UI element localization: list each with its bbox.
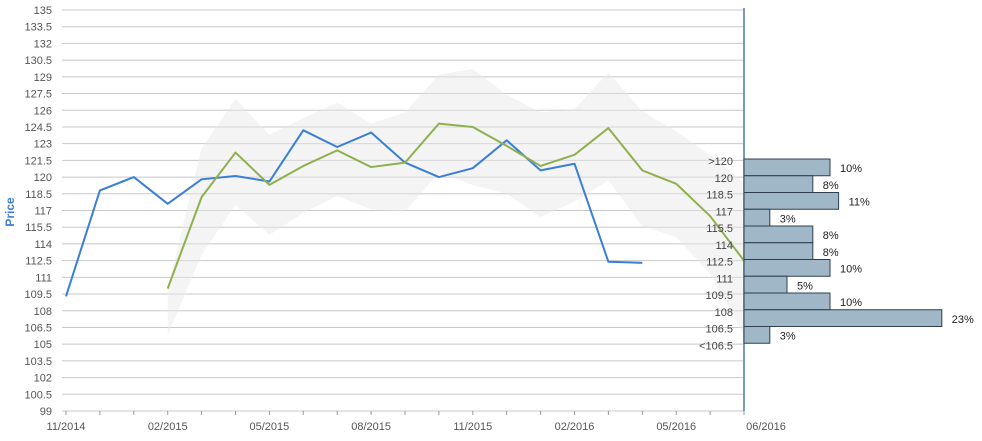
y-tick-label: 120: [34, 172, 52, 184]
distribution-category-label: 112.5: [706, 257, 733, 269]
distribution-value-label: 10%: [840, 163, 862, 175]
distribution-value-label: 8%: [823, 180, 839, 192]
y-tick-label: 117: [34, 206, 52, 218]
distribution-bar: [743, 158, 831, 177]
x-tick-label: 11/2015: [453, 421, 492, 433]
x-tick-label: 05/2015: [250, 421, 290, 433]
y-tick-label: 130.5: [24, 55, 52, 67]
y-tick-label: 132: [34, 38, 52, 50]
y-tick-label: 99: [40, 406, 52, 418]
distribution-category-label: 115.5: [706, 223, 733, 235]
x-tick-label: 02/2016: [555, 421, 595, 433]
y-tick-label: 129: [34, 72, 52, 84]
distribution-value-label: 8%: [823, 247, 839, 259]
distribution-value-label: 3%: [780, 213, 796, 225]
y-tick-label: 103.5: [24, 356, 52, 368]
forecast-band: [167, 69, 744, 336]
distribution-bar: [743, 292, 831, 311]
distribution-category-label: 114: [715, 240, 733, 252]
y-tick-label: 123: [34, 139, 52, 151]
distribution-category-label: 120: [715, 173, 733, 185]
y-tick-label: 106.5: [24, 322, 52, 334]
series-line-blue: [65, 129, 643, 297]
x-tick-label: 08/2015: [351, 421, 391, 433]
y-tick-label: 112.5: [25, 256, 52, 268]
x-tick-label: 05/2016: [656, 421, 696, 433]
distribution-category-label: 106.5: [705, 324, 733, 336]
forecast-band-area: [167, 69, 744, 336]
series-line-green: [166, 122, 745, 289]
price-lines: [65, 122, 745, 297]
distribution-category-label: 117: [715, 206, 733, 218]
axes: 135 133.5 132 130.5 129 127.5 126 124.5 123 121.5…: [24, 5, 785, 433]
distribution-value-label: 23%: [952, 314, 974, 326]
y-tick-label: 105: [34, 339, 52, 351]
distribution-category-label: <106.5: [699, 340, 733, 352]
gridlines: [62, 9, 744, 412]
y-tick-label: 127.5: [24, 89, 52, 101]
x-tick-label: 02/2015: [148, 421, 188, 433]
distribution-bar: [743, 225, 814, 244]
distribution-bar: [743, 326, 771, 344]
distribution-value-label: 11%: [849, 197, 870, 209]
y-tick-label: 109.5: [24, 289, 52, 301]
y-tick-label: 133.5: [24, 22, 52, 34]
x-tick-label: 06/2016: [746, 421, 786, 433]
y-tick-label: 111: [35, 272, 52, 284]
distribution-category-label: 111: [716, 273, 733, 285]
y-axis-title: Price: [3, 197, 17, 227]
distribution-bar: [743, 309, 943, 327]
y-tick-label: 108: [34, 306, 52, 318]
distribution-value-label: 5%: [797, 280, 813, 292]
distribution-bar: [743, 275, 788, 294]
distribution-value-label: 3%: [780, 331, 796, 343]
y-tick-label: 124.5: [24, 122, 52, 134]
distribution-category-label: 108: [715, 307, 733, 319]
distribution-bars: >120 10% 120 8% 118.5 11% 117 3% 115.5 8% 114 8% 112…: [699, 156, 974, 352]
distribution-bar: [743, 259, 831, 277]
distribution-value-label: 10%: [840, 297, 862, 309]
distribution-bar: [743, 175, 814, 193]
y-tick-label: 115.5: [25, 222, 52, 234]
y-tick-label: 126: [34, 105, 52, 117]
distribution-bar: [743, 208, 771, 227]
distribution-category-label: 109.5: [705, 290, 733, 302]
distribution-category-label: 118.5: [706, 190, 733, 202]
y-tick-label: 114: [34, 239, 52, 251]
y-tick-label: 100.5: [24, 389, 52, 401]
distribution-category-label: >120: [708, 156, 733, 168]
distribution-bar: [743, 192, 840, 210]
distribution-value-label: 8%: [823, 230, 839, 242]
distribution-bar: [743, 242, 814, 260]
y-tick-label: 118.5: [25, 189, 52, 201]
distribution-value-label: 10%: [840, 264, 862, 276]
y-tick-label: 121.5: [24, 155, 52, 167]
y-tick-label: 102: [34, 373, 52, 385]
x-tick-label: 11/2014: [47, 421, 86, 433]
y-tick-label: 135: [34, 5, 52, 17]
